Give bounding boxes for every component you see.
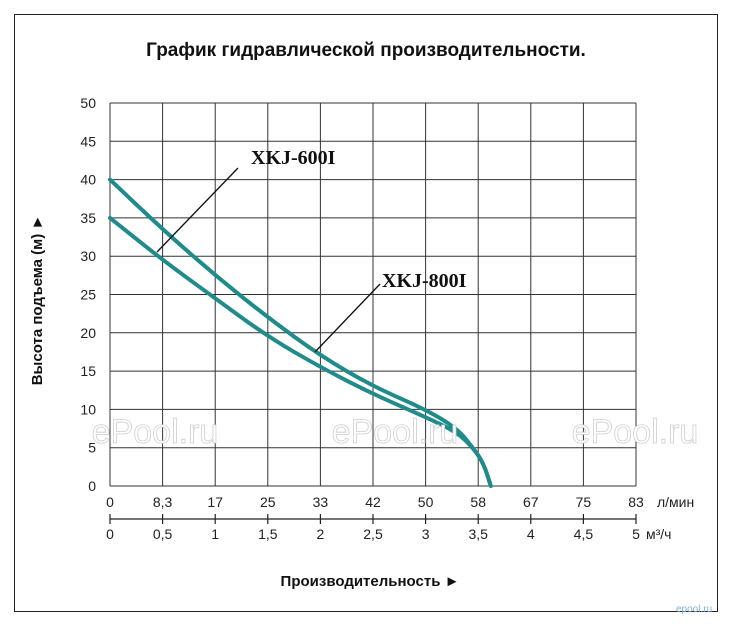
series-curves — [108, 177, 493, 488]
x-tick-label-lmin: 67 — [523, 494, 539, 510]
x-tick-label-m3h: 3,5 — [468, 526, 488, 542]
y-tick-label: 0 — [88, 478, 96, 494]
x-tick-label-m3h: 4 — [527, 526, 535, 542]
x-tick-label-lmin: 75 — [576, 494, 592, 510]
x-tick-labels-m3h: 0 0,5 1 1,5 2 2,5 3 3,5 4 4,5 5 — [106, 526, 640, 542]
x-tick-label-lmin: 42 — [365, 494, 381, 510]
watermark-text: ePool.ru — [92, 413, 219, 451]
y-tick-label: 35 — [80, 210, 96, 226]
x-tick-label-m3h: 3 — [422, 526, 430, 542]
x-axis-label: Производительность ► — [281, 573, 460, 590]
y-tick-labels: 0 5 10 15 20 25 30 35 40 45 50 — [80, 95, 96, 494]
y-tick-label: 25 — [80, 287, 96, 303]
leader-line-800 — [314, 283, 381, 353]
y-tick-label: 5 — [88, 440, 96, 456]
x-tick-label-m3h: 1,5 — [258, 526, 278, 542]
y-tick-label: 50 — [80, 95, 96, 111]
x-tick-label-lmin: 8,3 — [153, 494, 173, 510]
x-tick-labels-lmin: 0 8,3 17 25 33 42 50 58 67 75 83 — [106, 494, 644, 510]
y-axis-label: Высота подъема (м) ► — [29, 215, 46, 386]
x-tick-label-m3h: 2 — [317, 526, 325, 542]
x-tick-label-m3h: 4,5 — [574, 526, 594, 542]
x-unit-lmin: л/мин — [657, 494, 694, 510]
chart-title: График гидравлической производительности… — [146, 40, 586, 61]
x-tick-label-m3h: 1 — [211, 526, 219, 542]
x-tick-label-m3h: 2,5 — [363, 526, 383, 542]
leader-line-600 — [156, 167, 239, 253]
x-unit-m3h: м³/ч — [646, 526, 671, 542]
watermark-text: ePool.ru — [572, 413, 699, 451]
x-tick-label-lmin: 17 — [207, 494, 223, 510]
x-tick-label-lmin: 83 — [628, 494, 644, 510]
y-tick-label: 30 — [80, 248, 96, 264]
watermark-text: ePool.ru — [332, 413, 459, 451]
series-label-600: XKJ-600I — [251, 147, 336, 169]
x-tick-label-lmin: 25 — [260, 494, 276, 510]
series-labels: XKJ-600I XKJ-800I — [156, 147, 467, 353]
chart-frame — [14, 14, 718, 612]
y-tick-label: 10 — [80, 401, 96, 417]
x-tick-label-m3h: 0,5 — [153, 526, 173, 542]
grid — [109, 102, 637, 524]
x-tick-label-m3h: 5 — [632, 526, 640, 542]
x-tick-label-lmin: 33 — [313, 494, 329, 510]
series-line-2 — [108, 177, 493, 488]
watermarks: ePool.ru ePool.ru ePool.ru — [91, 413, 699, 452]
x-tick-label-m3h: 0 — [106, 526, 114, 542]
x-tick-label-lmin: 58 — [470, 494, 486, 510]
y-tick-label: 20 — [80, 325, 96, 341]
corner-mark: epool.ru — [676, 604, 712, 615]
x-tick-label-lmin: 0 — [106, 494, 114, 510]
y-tick-label: 40 — [80, 172, 96, 188]
x-tick-label-lmin: 50 — [418, 494, 434, 510]
y-tick-label: 45 — [80, 133, 96, 149]
series-label-800: XKJ-800I — [382, 270, 467, 292]
y-tick-label: 15 — [80, 363, 96, 379]
